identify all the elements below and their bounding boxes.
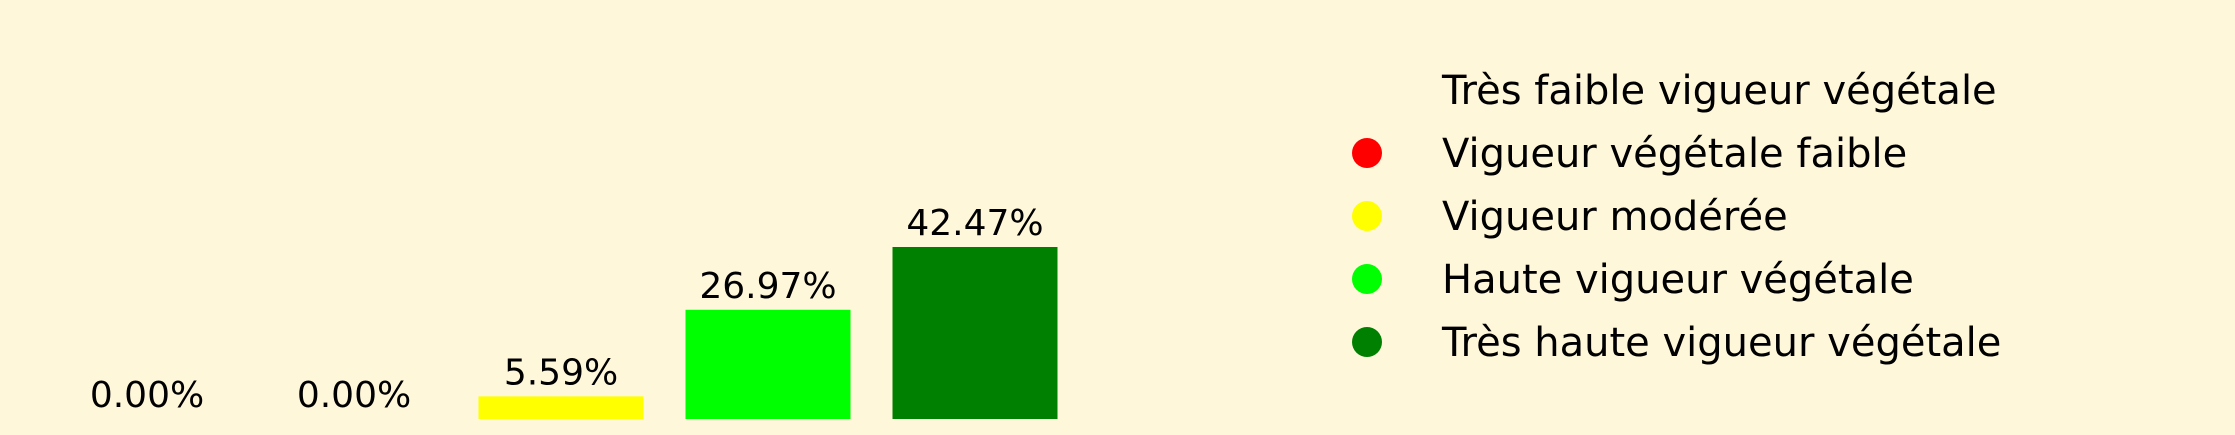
bar-value-label-5: 42.47% (906, 203, 1043, 244)
bar-value-label-3: 5.59% (504, 352, 618, 393)
bar-4 (685, 309, 851, 419)
legend-label-4: Haute vigueur végétale (1442, 257, 1914, 303)
legend-marker-1 (1352, 75, 1382, 105)
bar-labels-group: 0.00% 0.00% 5.59% 26.97% 42.47% (90, 203, 1044, 416)
legend-marker-5 (1352, 327, 1382, 357)
bar-value-label-4: 26.97% (699, 266, 836, 307)
legend-marker-4 (1352, 264, 1382, 294)
legend-label-1: Très faible vigueur végétale (1441, 68, 1997, 114)
legend-label-5: Très haute vigueur végétale (1441, 320, 2001, 366)
legend-marker-3 (1352, 201, 1382, 231)
bar-3 (478, 396, 644, 419)
legend-marker-2 (1352, 138, 1382, 168)
bar-5 (892, 247, 1058, 419)
legend-label-3: Vigueur modérée (1442, 194, 1788, 240)
bar-value-label-2: 0.00% (297, 375, 411, 416)
bar-value-label-1: 0.00% (90, 375, 204, 416)
legend-label-2: Vigueur végétale faible (1442, 131, 1907, 177)
legend: Très faible vigueur végétale Vigueur végé… (1352, 68, 2001, 366)
bars-group (478, 247, 1058, 419)
